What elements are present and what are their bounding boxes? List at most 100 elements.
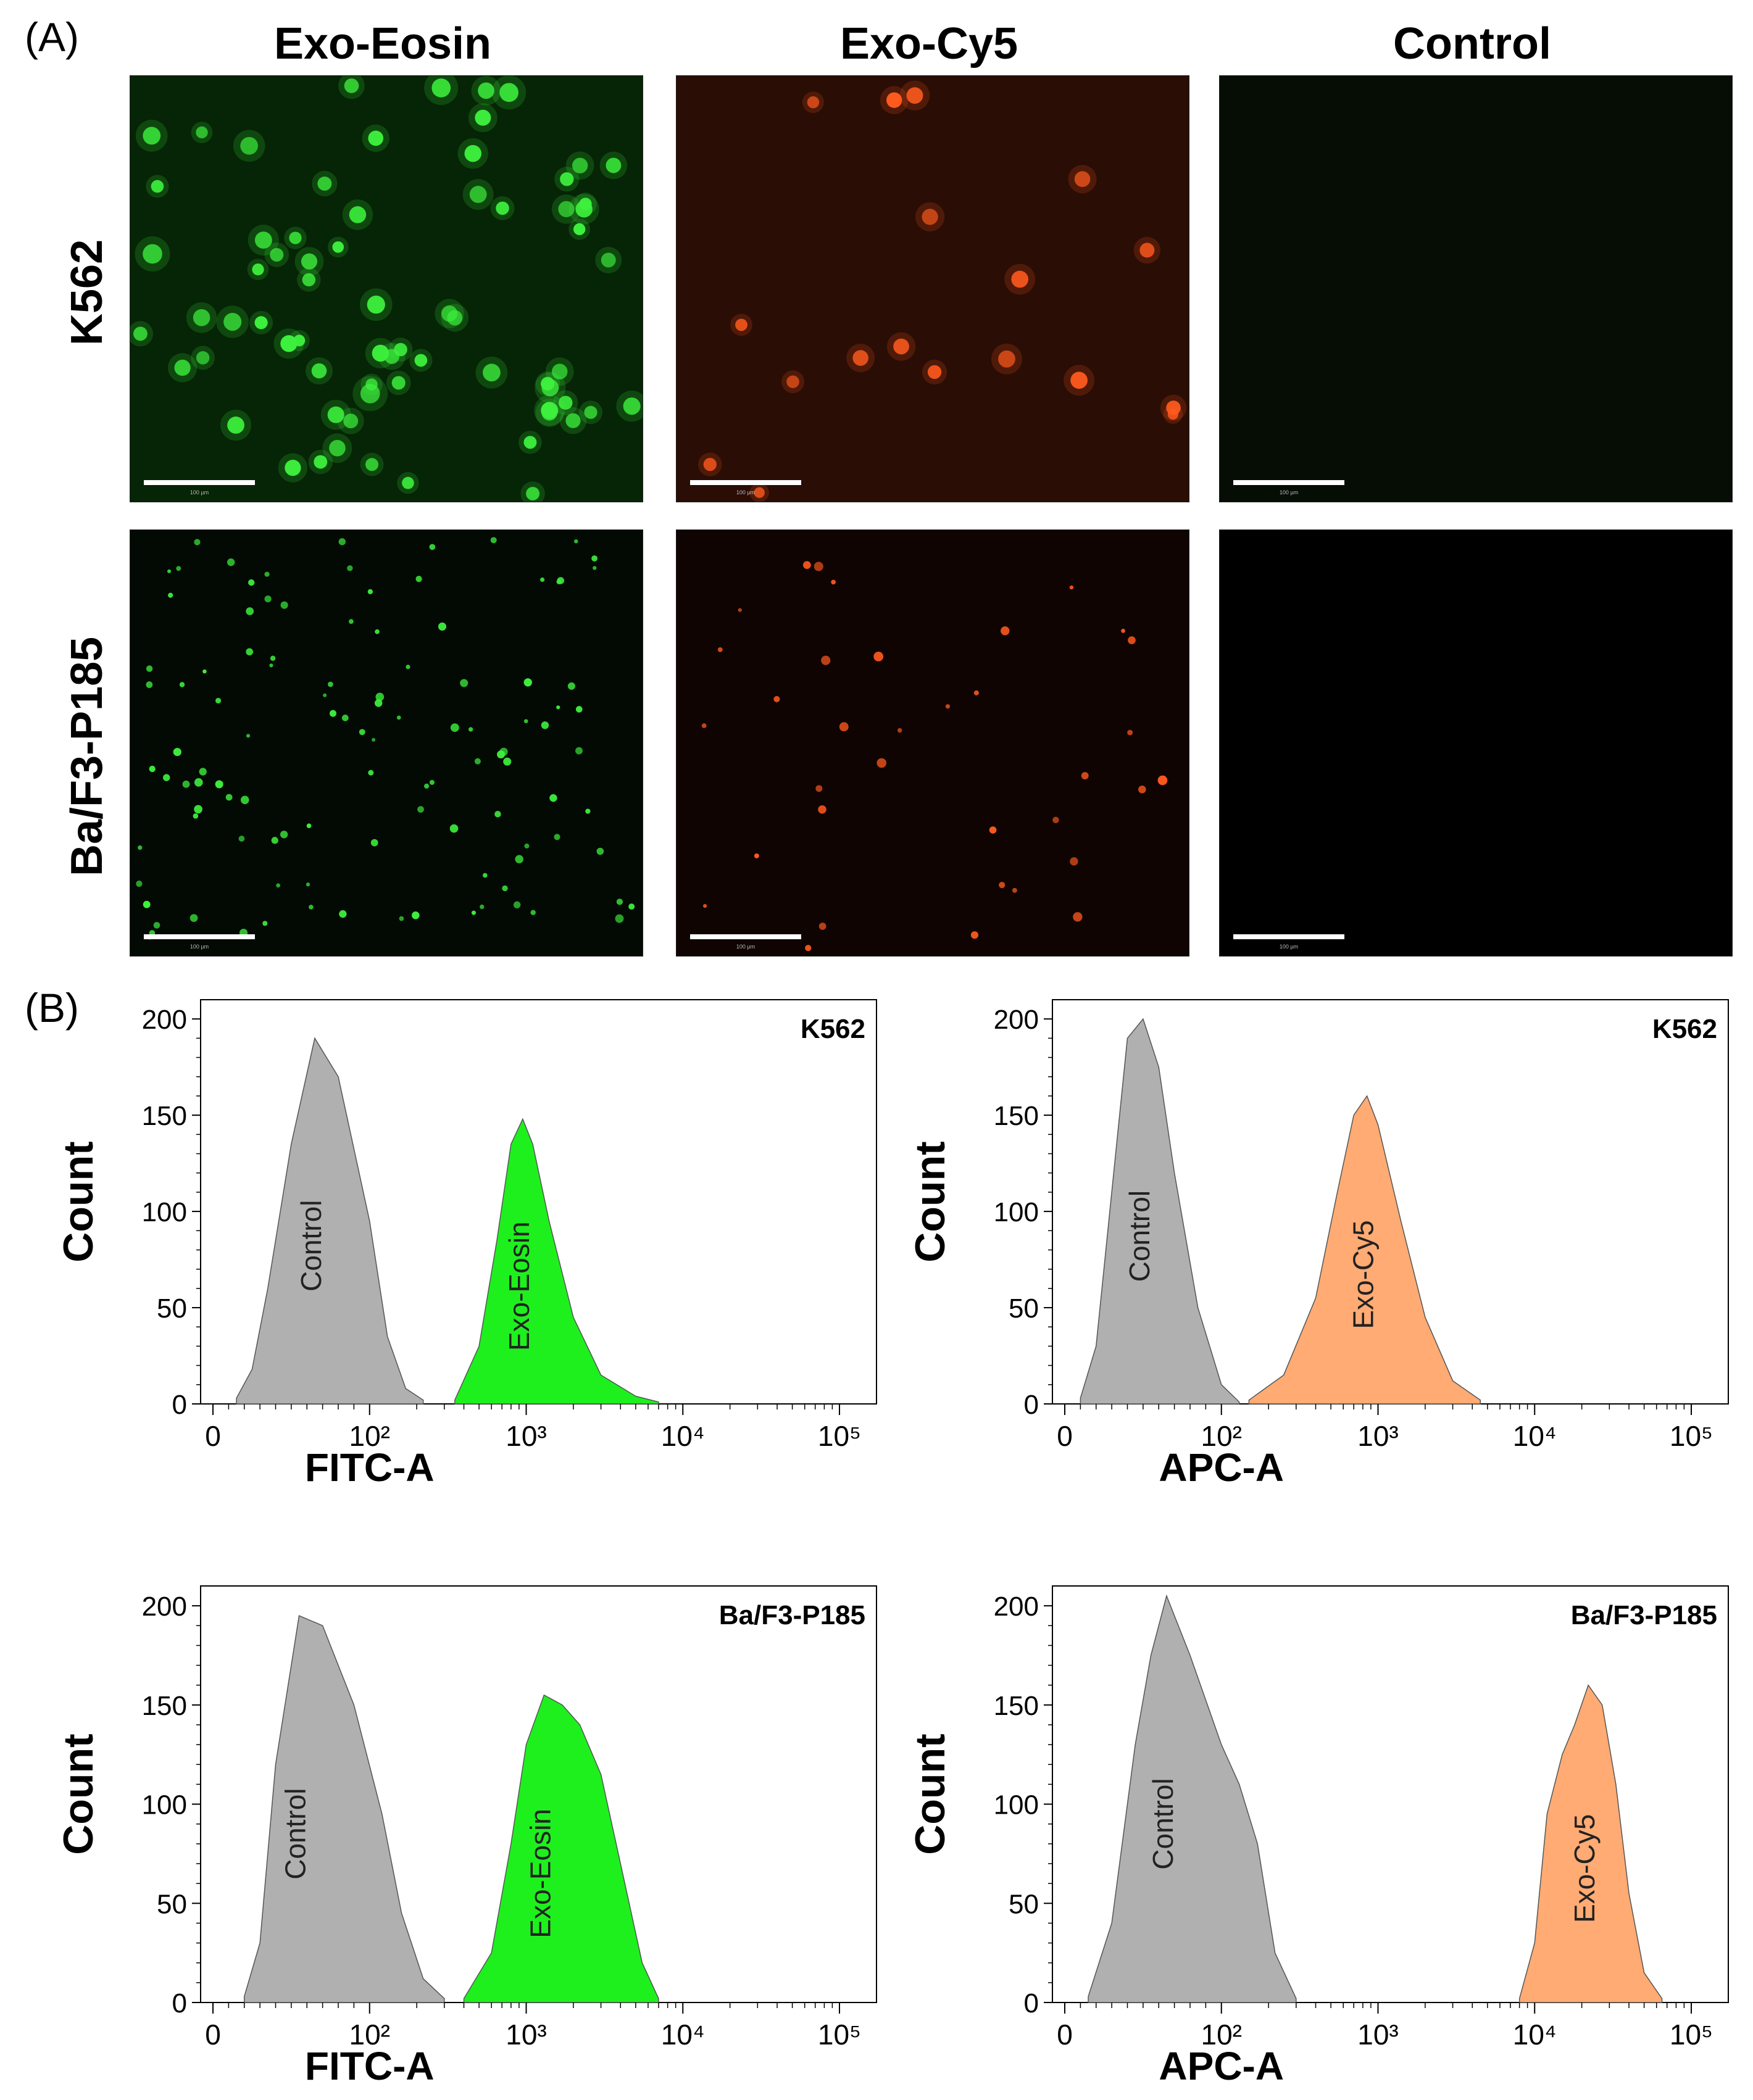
x-axis-label: FITC-A: [305, 2044, 435, 2086]
cell: [818, 923, 827, 930]
cell: [738, 608, 742, 612]
cell: [906, 87, 923, 104]
x-tick-label: 10⁴: [661, 1420, 705, 1452]
histogram-baf3-apc: Control Exo-Cy5 0 50 100 150 200 0 10² 10³ 10⁴ 10⁵ A…: [901, 1567, 1741, 2086]
cell: [615, 914, 624, 923]
cell: [414, 354, 428, 367]
cell: [329, 710, 336, 717]
cell: [396, 715, 401, 720]
cell: [227, 558, 235, 567]
cell: [523, 678, 532, 687]
cell: [406, 665, 410, 670]
cell: [415, 576, 422, 583]
y-axis-label: Count: [907, 1141, 954, 1262]
cell: [480, 904, 485, 910]
cell: [821, 655, 831, 665]
cell: [311, 363, 327, 379]
cell: [264, 595, 272, 603]
cell: [341, 714, 349, 721]
cell: [338, 538, 346, 546]
y-tick-label: 50: [1009, 1293, 1039, 1324]
x-tick-label: 10⁵: [818, 2019, 861, 2051]
cells: [701, 561, 1168, 952]
cell: [551, 363, 568, 380]
cell: [270, 655, 276, 662]
micrograph-k562-exo-eosin: 100 µm: [130, 75, 643, 502]
micrograph-baf3-exo-cy5: 100 µm: [676, 529, 1189, 957]
x-tick-label: 10³: [1357, 1420, 1398, 1452]
y-tick-label: 0: [1024, 1390, 1039, 1420]
scale-bar-label: 100 µm: [1280, 489, 1298, 496]
cell: [474, 758, 481, 765]
cell: [524, 843, 530, 849]
cell: [998, 350, 1015, 368]
cell: [202, 669, 207, 674]
y-tick-label: 200: [142, 1592, 187, 1622]
cell-line-label: K562: [1652, 1014, 1717, 1044]
micrograph-baf3-exo-eosin: 100 µm: [130, 529, 643, 957]
cell: [999, 881, 1006, 889]
cells: [130, 76, 643, 502]
row-title-k562: K562: [62, 239, 112, 346]
cell: [167, 569, 172, 573]
micrograph-background: [677, 76, 1189, 502]
cell: [143, 900, 151, 908]
scale-bar-label: 100 µm: [190, 489, 209, 496]
cell: [502, 885, 508, 892]
x-tick-label: 10³: [1357, 2019, 1398, 2051]
cell: [332, 241, 344, 253]
cell: [475, 109, 491, 126]
cell: [370, 839, 378, 847]
y-tick-label: 200: [994, 1005, 1039, 1035]
cell: [314, 455, 328, 469]
x-tick-label: 10³: [506, 1420, 546, 1452]
scale-bar-label: 100 µm: [736, 489, 755, 496]
cell: [815, 785, 823, 792]
cell: [526, 486, 540, 500]
micrograph-background: [677, 530, 1189, 956]
scale-bar-label: 100 µm: [1280, 944, 1298, 950]
y-tick-label: 150: [142, 1101, 187, 1131]
cell: [735, 318, 747, 331]
cell: [513, 901, 521, 909]
cell: [359, 729, 365, 736]
cell: [754, 853, 759, 858]
x-tick-label: 10⁵: [818, 1420, 861, 1452]
cell: [196, 126, 208, 139]
cell: [616, 899, 623, 905]
x-tick-label: 10²: [349, 1420, 390, 1452]
cell: [223, 312, 242, 331]
cell: [1081, 772, 1089, 780]
cell: [269, 663, 273, 668]
cell: [412, 911, 420, 919]
cell: [174, 359, 191, 376]
series-label: Exo-Eosin: [524, 1809, 556, 1938]
cell: [1070, 857, 1078, 866]
cell: [893, 338, 909, 355]
cell: [146, 665, 153, 672]
cell: [703, 457, 717, 471]
cell: [194, 805, 202, 814]
y-tick-label: 0: [172, 1390, 187, 1420]
cell: [285, 459, 301, 476]
cell: [805, 945, 812, 952]
cell: [368, 130, 384, 146]
cell: [367, 295, 385, 314]
cell: [554, 834, 560, 840]
cell-line-label: Ba/F3-P185: [719, 1600, 865, 1630]
cell: [549, 794, 557, 802]
series-area: [1248, 1095, 1481, 1405]
cell: [1127, 729, 1133, 736]
cell: [540, 577, 545, 582]
cell: [483, 363, 501, 382]
cell: [523, 719, 528, 723]
cell: [596, 847, 604, 855]
series-area: [1088, 1594, 1297, 2003]
cell: [162, 774, 170, 781]
cell: [786, 375, 799, 388]
cell: [482, 873, 488, 878]
cells: [698, 80, 1187, 502]
cell: [327, 406, 344, 423]
panel-label-a: (A): [25, 14, 79, 60]
y-tick-label: 50: [157, 1293, 187, 1324]
